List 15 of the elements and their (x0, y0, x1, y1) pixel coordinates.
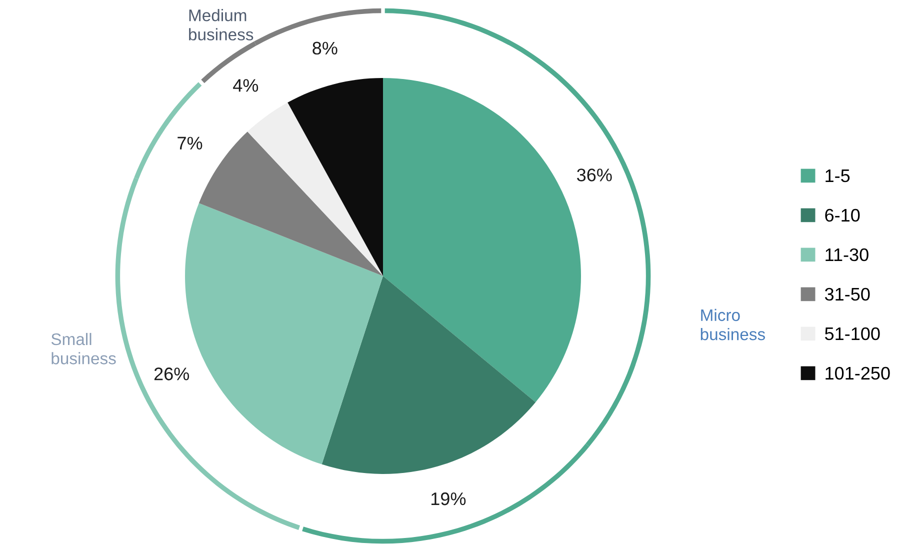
data-label: 26% (154, 368, 190, 380)
legend-label: 11-30 (826, 248, 868, 262)
text: Micro business (700, 308, 765, 340)
text: Medium business (189, 9, 254, 40)
legend-label: 1-5 (826, 170, 850, 182)
legend-label: 51-100 (825, 327, 880, 340)
legend-label: 101-250 (826, 366, 890, 380)
data-label: 36% (577, 168, 612, 182)
text: Small business (51, 332, 116, 364)
legend-label: 6-10 (825, 208, 860, 222)
data-label: 8% (312, 42, 338, 55)
data-label: 7% (178, 136, 202, 150)
data-label: 19% (431, 492, 466, 506)
data-label: 4% (233, 79, 258, 92)
legend-label: 31-50 (824, 288, 870, 301)
